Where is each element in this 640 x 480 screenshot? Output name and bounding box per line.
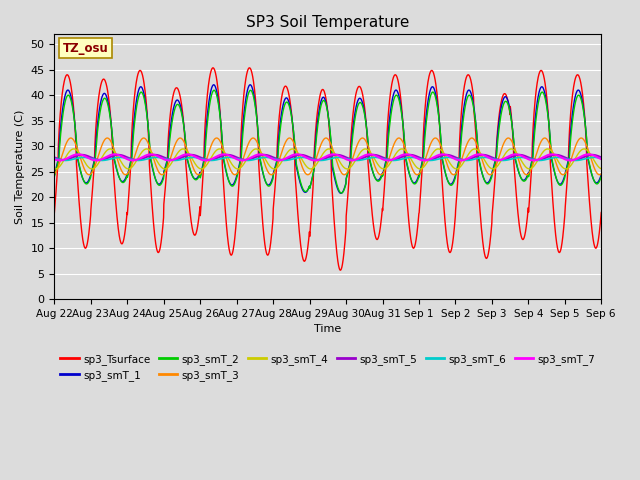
Line: sp3_smT_4: sp3_smT_4 bbox=[54, 149, 601, 169]
sp3_smT_4 bbox=[487, 166, 495, 171]
sp3_smT_5 bbox=[597, 155, 605, 160]
sp3_smT_3 bbox=[597, 171, 605, 177]
Line: sp3_Tsurface: sp3_Tsurface bbox=[54, 68, 601, 270]
Line: sp3_smT_2: sp3_smT_2 bbox=[54, 90, 601, 193]
sp3_smT_1 bbox=[597, 172, 605, 178]
sp3_smT_2 bbox=[51, 174, 58, 180]
sp3_smT_5 bbox=[344, 155, 351, 161]
sp3_Tsurface bbox=[597, 210, 605, 216]
sp3_smT_2 bbox=[356, 100, 364, 106]
Legend: sp3_Tsurface, sp3_smT_1, sp3_smT_2, sp3_smT_3, sp3_smT_4, sp3_smT_5, sp3_smT_6, : sp3_Tsurface, sp3_smT_1, sp3_smT_2, sp3_… bbox=[56, 349, 600, 385]
sp3_smT_5 bbox=[487, 154, 495, 160]
sp3_smT_3 bbox=[356, 138, 364, 144]
sp3_smT_2 bbox=[487, 176, 495, 182]
sp3_smT_3 bbox=[487, 172, 495, 178]
sp3_smT_7 bbox=[203, 157, 211, 163]
Y-axis label: Soil Temperature (C): Soil Temperature (C) bbox=[15, 109, 25, 224]
Line: sp3_smT_6: sp3_smT_6 bbox=[54, 157, 601, 160]
sp3_smT_3 bbox=[550, 152, 557, 158]
sp3_smT_2 bbox=[597, 174, 605, 180]
Title: SP3 Soil Temperature: SP3 Soil Temperature bbox=[246, 15, 410, 30]
sp3_smT_7 bbox=[51, 156, 58, 162]
sp3_smT_1 bbox=[344, 169, 352, 175]
sp3_smT_6 bbox=[51, 156, 58, 161]
sp3_smT_2 bbox=[564, 158, 572, 164]
Text: TZ_osu: TZ_osu bbox=[63, 42, 108, 55]
sp3_smT_7 bbox=[384, 157, 392, 163]
sp3_smT_7 bbox=[550, 152, 557, 157]
sp3_smT_4 bbox=[550, 151, 557, 156]
sp3_smT_6 bbox=[564, 156, 572, 162]
sp3_Tsurface bbox=[550, 206, 557, 212]
Line: sp3_smT_5: sp3_smT_5 bbox=[54, 155, 601, 160]
sp3_Tsurface bbox=[356, 84, 364, 90]
sp3_smT_1 bbox=[337, 191, 345, 196]
sp3_Tsurface bbox=[337, 267, 344, 273]
sp3_Tsurface bbox=[487, 229, 495, 235]
sp3_Tsurface bbox=[564, 149, 572, 155]
sp3_smT_1 bbox=[356, 96, 364, 101]
sp3_smT_5 bbox=[564, 156, 572, 162]
sp3_smT_5 bbox=[60, 157, 67, 163]
sp3_smT_1 bbox=[210, 82, 218, 88]
sp3_smT_4 bbox=[51, 166, 58, 172]
sp3_smT_6 bbox=[204, 157, 211, 163]
sp3_smT_4 bbox=[203, 162, 211, 168]
sp3_smT_5 bbox=[356, 156, 364, 162]
sp3_Tsurface bbox=[246, 65, 253, 71]
sp3_smT_5 bbox=[51, 155, 58, 160]
sp3_smT_2 bbox=[203, 125, 211, 131]
Line: sp3_smT_3: sp3_smT_3 bbox=[54, 138, 601, 175]
sp3_smT_3 bbox=[51, 171, 58, 177]
sp3_smT_2 bbox=[550, 164, 557, 169]
sp3_smT_6 bbox=[344, 156, 352, 162]
sp3_smT_3 bbox=[564, 164, 572, 170]
sp3_smT_5 bbox=[549, 152, 557, 158]
sp3_smT_2 bbox=[246, 87, 254, 93]
sp3_smT_4 bbox=[597, 166, 605, 172]
sp3_smT_7 bbox=[564, 157, 572, 163]
sp3_smT_6 bbox=[152, 155, 160, 160]
sp3_smT_1 bbox=[51, 172, 58, 178]
sp3_smT_2 bbox=[344, 170, 352, 176]
sp3_smT_7 bbox=[487, 156, 495, 162]
sp3_smT_5 bbox=[588, 152, 596, 158]
Line: sp3_smT_7: sp3_smT_7 bbox=[54, 155, 601, 160]
sp3_smT_3 bbox=[504, 135, 512, 141]
Line: sp3_smT_1: sp3_smT_1 bbox=[54, 85, 601, 193]
sp3_smT_7 bbox=[344, 157, 351, 163]
sp3_smT_6 bbox=[171, 157, 179, 163]
sp3_smT_1 bbox=[203, 117, 211, 123]
sp3_smT_6 bbox=[597, 156, 605, 161]
X-axis label: Time: Time bbox=[314, 324, 342, 335]
sp3_smT_7 bbox=[597, 156, 605, 162]
sp3_Tsurface bbox=[51, 210, 58, 216]
sp3_smT_3 bbox=[486, 172, 494, 178]
sp3_smT_1 bbox=[487, 174, 495, 180]
sp3_smT_7 bbox=[356, 155, 364, 161]
sp3_smT_3 bbox=[203, 156, 211, 161]
sp3_smT_1 bbox=[564, 156, 572, 162]
sp3_smT_4 bbox=[344, 166, 352, 172]
sp3_Tsurface bbox=[203, 97, 211, 103]
sp3_Tsurface bbox=[344, 191, 352, 196]
sp3_smT_4 bbox=[356, 150, 364, 156]
sp3_smT_1 bbox=[550, 165, 557, 170]
sp3_smT_4 bbox=[234, 166, 242, 172]
sp3_smT_5 bbox=[204, 157, 211, 163]
sp3_smT_6 bbox=[356, 157, 364, 163]
sp3_smT_6 bbox=[487, 156, 495, 161]
sp3_smT_3 bbox=[344, 169, 351, 175]
sp3_smT_4 bbox=[216, 146, 223, 152]
sp3_smT_4 bbox=[564, 165, 572, 171]
sp3_smT_6 bbox=[550, 155, 557, 161]
sp3_smT_2 bbox=[337, 190, 345, 196]
sp3_smT_7 bbox=[366, 152, 374, 157]
